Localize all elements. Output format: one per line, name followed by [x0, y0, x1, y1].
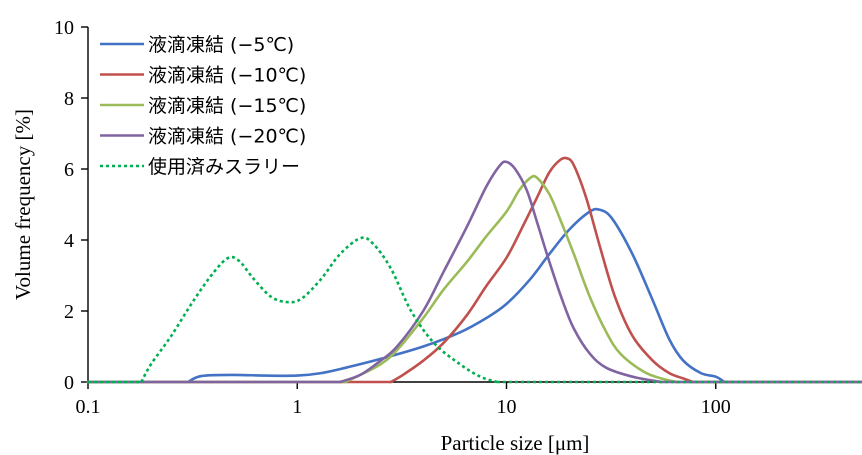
series-line	[140, 236, 498, 384]
y-axis-ticks: 0 2 4 6 8 10	[54, 17, 88, 394]
series-line	[186, 207, 726, 384]
series-4	[86, 160, 862, 384]
y-tick-label: 6	[64, 159, 74, 181]
x-tick-label: 0.1	[76, 396, 101, 418]
y-tick-label: 0	[64, 372, 74, 394]
y-tick-label: 10	[54, 17, 74, 39]
series-lines	[86, 156, 862, 384]
legend: 液滴凍結 (−5℃) 液滴凍結 (−10℃) 液滴凍結 (−15℃) 液滴凍結 (−2…	[100, 34, 306, 178]
y-axis-title: Volume frequency [%]	[11, 109, 35, 300]
legend-label: 使用済みスラリー	[148, 156, 300, 178]
legend-label: 液滴凍結 (−20℃)	[148, 126, 306, 148]
y-tick-label: 8	[64, 88, 74, 110]
legend-label: 液滴凍結 (−5℃)	[148, 34, 294, 56]
series-5	[88, 236, 862, 384]
series-line	[344, 174, 678, 384]
x-tick-label: 10	[496, 396, 516, 418]
series-line	[338, 160, 663, 384]
y-tick-label: 2	[64, 301, 74, 323]
series-line	[389, 156, 695, 384]
legend-label: 液滴凍結 (−10℃)	[148, 65, 306, 87]
x-axis-title: Particle size [μm]	[441, 431, 590, 455]
plot-area: 0 2 4 6 8 10 0.1 1 10 100	[54, 17, 862, 418]
x-axis-ticks: 0.1 1 10 100	[76, 382, 731, 418]
legend-label: 液滴凍結 (−15℃)	[148, 95, 306, 117]
series-1	[86, 207, 862, 384]
x-tick-label: 1	[292, 396, 302, 418]
x-tick-label: 100	[701, 396, 731, 418]
series-2	[86, 156, 862, 384]
y-tick-label: 4	[64, 230, 74, 252]
